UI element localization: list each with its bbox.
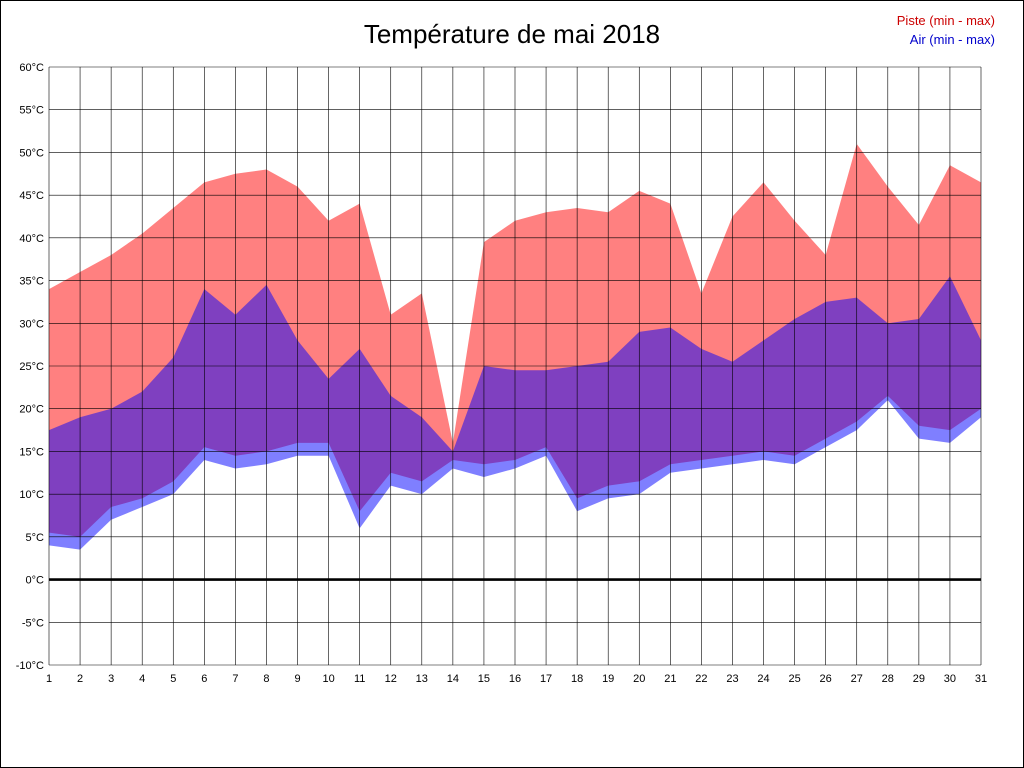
svg-text:15°C: 15°C (19, 446, 44, 458)
svg-text:3: 3 (108, 673, 114, 685)
svg-text:30°C: 30°C (19, 318, 44, 330)
svg-text:18: 18 (571, 673, 583, 685)
svg-text:26: 26 (820, 673, 832, 685)
svg-text:10: 10 (322, 673, 334, 685)
svg-text:35°C: 35°C (19, 276, 44, 288)
svg-text:23: 23 (726, 673, 738, 685)
svg-text:13: 13 (416, 673, 428, 685)
svg-text:29: 29 (913, 673, 925, 685)
svg-text:2: 2 (77, 673, 83, 685)
svg-text:30: 30 (944, 673, 956, 685)
svg-text:0°C: 0°C (26, 575, 45, 587)
svg-text:20: 20 (633, 673, 645, 685)
svg-text:-5°C: -5°C (22, 617, 44, 629)
svg-text:4: 4 (139, 673, 145, 685)
svg-text:5°C: 5°C (26, 532, 45, 544)
svg-text:22: 22 (695, 673, 707, 685)
chart-title: Température de mai 2018 (363, 19, 661, 49)
svg-text:27: 27 (851, 673, 863, 685)
svg-text:25°C: 25°C (19, 361, 44, 373)
svg-text:28: 28 (882, 673, 894, 685)
svg-text:55°C: 55°C (19, 105, 44, 117)
svg-text:1: 1 (46, 673, 52, 685)
legend: Piste (min - max) Air (min - max) (897, 11, 995, 49)
svg-text:60°C: 60°C (19, 62, 44, 74)
svg-text:24: 24 (757, 673, 769, 685)
svg-text:16: 16 (509, 673, 521, 685)
legend-item-piste: Piste (min - max) (896, 13, 995, 28)
svg-text:45°C: 45°C (19, 190, 44, 202)
svg-text:50°C: 50°C (19, 147, 44, 159)
svg-text:17: 17 (540, 673, 552, 685)
svg-text:31: 31 (975, 673, 987, 685)
svg-text:12: 12 (385, 673, 397, 685)
svg-text:25: 25 (788, 673, 800, 685)
svg-text:5: 5 (170, 673, 176, 685)
svg-text:19: 19 (602, 673, 614, 685)
svg-text:21: 21 (664, 673, 676, 685)
svg-text:20°C: 20°C (19, 404, 44, 416)
svg-text:8: 8 (263, 673, 269, 685)
legend-item-air: Air (min - max) (909, 32, 995, 47)
svg-text:10°C: 10°C (19, 489, 44, 501)
svg-text:14: 14 (447, 673, 459, 685)
svg-text:40°C: 40°C (19, 233, 44, 245)
svg-text:-10°C: -10°C (16, 660, 44, 672)
svg-text:6: 6 (201, 673, 207, 685)
svg-text:9: 9 (294, 673, 300, 685)
svg-text:11: 11 (354, 673, 365, 685)
svg-text:7: 7 (232, 673, 238, 685)
svg-text:15: 15 (478, 673, 490, 685)
